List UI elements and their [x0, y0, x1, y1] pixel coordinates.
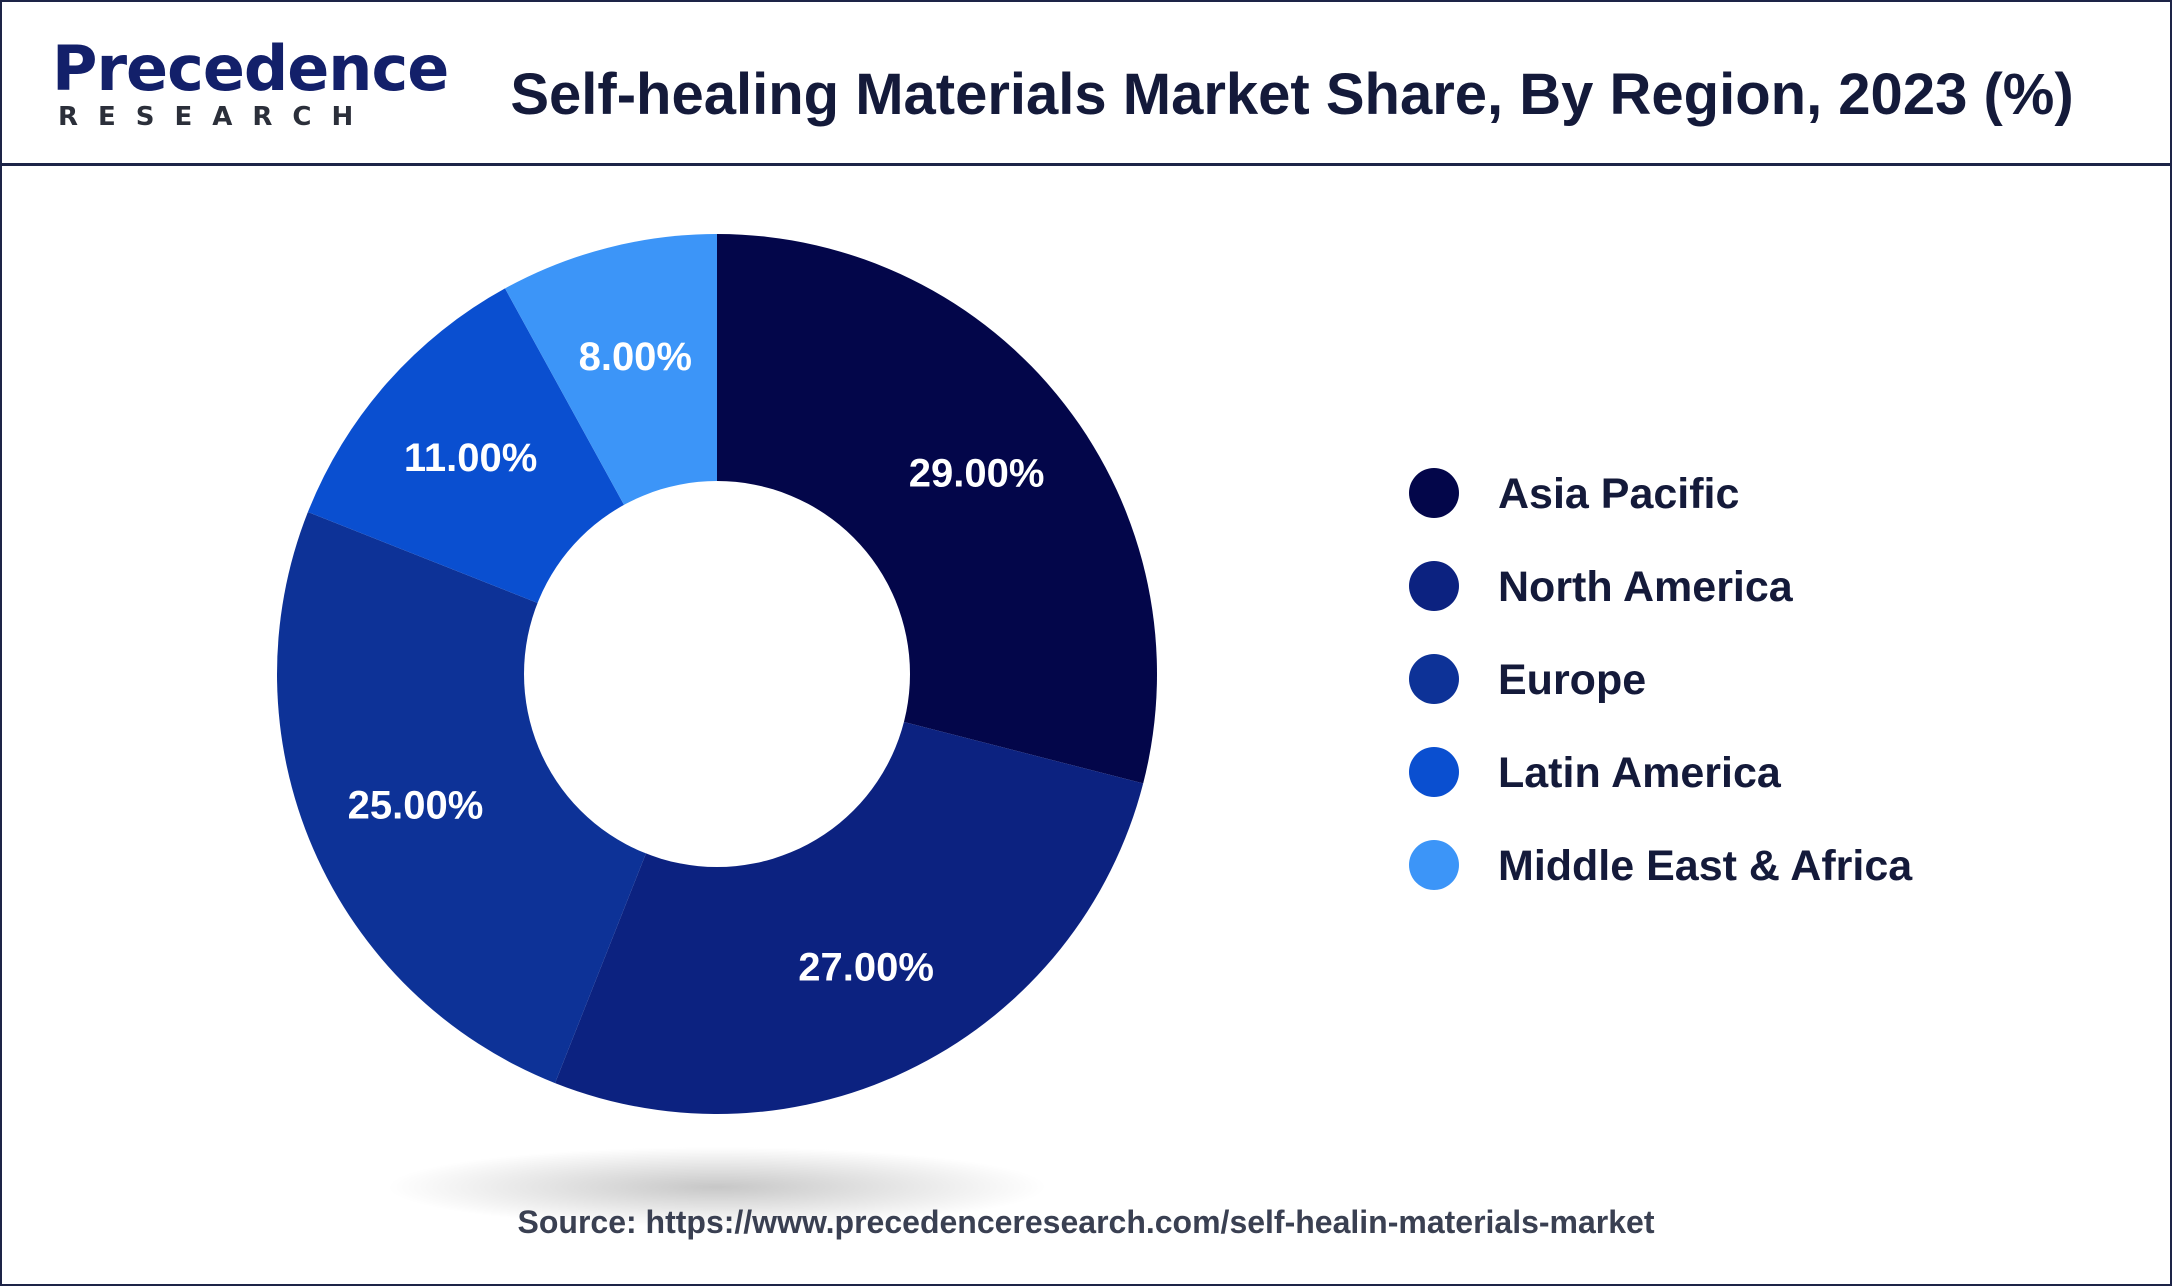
slice-label-middle-east-and-africa: 8.00% — [579, 335, 692, 379]
legend-marker-europe — [1409, 654, 1459, 704]
legend-label-europe: Europe — [1498, 656, 1646, 704]
legend-label-north-america: North America — [1498, 563, 1794, 611]
slice-label-latin-america: 11.00% — [404, 436, 537, 480]
slice-label-north-america: 27.00% — [798, 946, 934, 990]
legend: Asia Pacific North America Europe Latin Ame… — [1409, 468, 1913, 890]
logo-subtext: RESEARCH — [58, 102, 374, 132]
legend-marker-middle-east-and-africa — [1409, 840, 1459, 890]
donut-hole — [524, 481, 910, 867]
brand-logo: Precedence RESEARCH — [52, 36, 449, 136]
legend-label-asia-pacific: Asia Pacific — [1498, 470, 1739, 518]
legend-label-latin-america: Latin America — [1498, 749, 1782, 797]
legend-marker-latin-america — [1409, 747, 1459, 797]
source-note: Source: https://www.precedenceresearch.c… — [517, 1204, 1655, 1240]
slice-label-asia-pacific: 29.00% — [909, 452, 1045, 496]
chart-title: Self-healing Materials Market Share, By … — [510, 62, 2074, 127]
legend-label-middle-east-and-africa: Middle East & Africa — [1498, 842, 1913, 890]
chart-shadow — [387, 1147, 1047, 1227]
legend-marker-asia-pacific — [1409, 468, 1459, 518]
legend-marker-north-america — [1409, 561, 1459, 611]
header: Precedence RESEARCH Self-healing Materia… — [2, 2, 2170, 166]
slice-labels: 29.00% 27.00% 25.00% 11.00% 8.00% — [348, 335, 1045, 990]
logo-wordmark: Precedence — [52, 32, 449, 105]
slice-label-europe: 25.00% — [348, 784, 484, 828]
